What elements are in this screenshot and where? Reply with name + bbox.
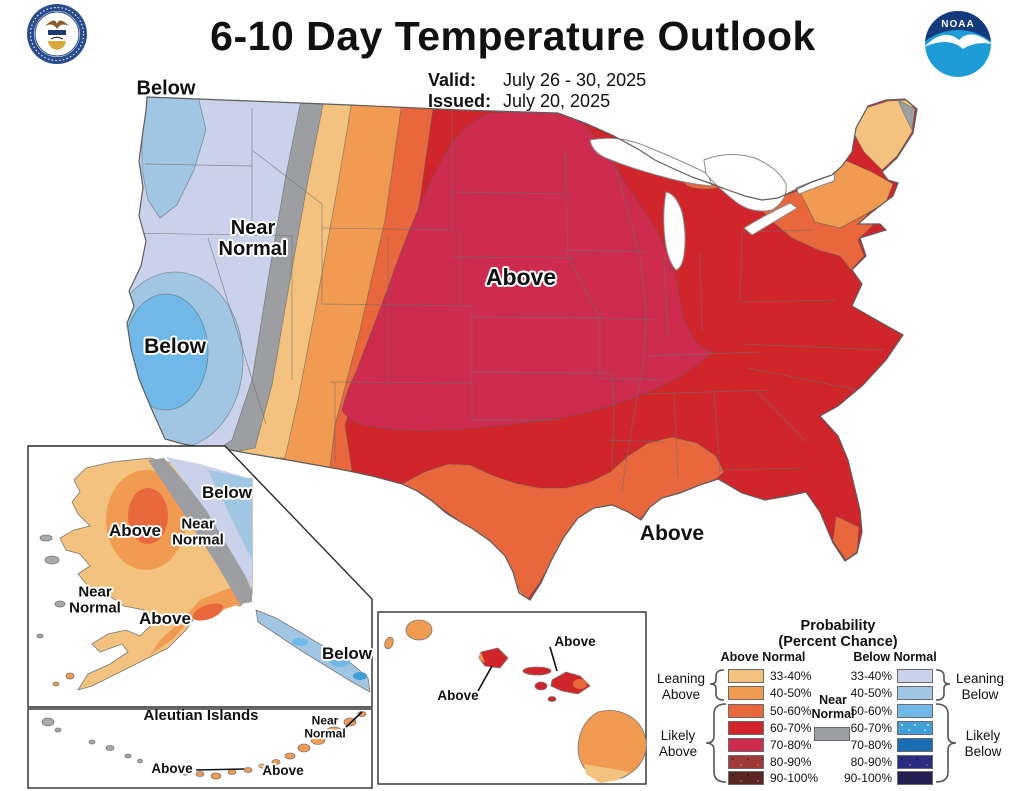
page-title: 6-10 Day Temperature Outlook bbox=[210, 13, 816, 59]
legend-row-label: 33-40% bbox=[850, 669, 892, 683]
aleutian-inset-title: Aleutian Islands bbox=[143, 707, 259, 725]
legend-leaning-above: Leaning Above bbox=[656, 671, 706, 702]
label-ak-sw-near-normal: Near Normal bbox=[69, 583, 121, 616]
leaning-below-brace bbox=[935, 669, 951, 701]
legend-row-label: 90-100% bbox=[843, 771, 892, 785]
legend-title-line2: (Percent Chance) bbox=[778, 634, 898, 650]
label-hawaii-above-top: Above bbox=[554, 633, 596, 649]
lake-huron bbox=[703, 154, 787, 212]
valid-label: Valid: bbox=[428, 70, 477, 90]
legend-row-label: 40-50% bbox=[850, 686, 892, 700]
valid-line: Valid: July 26 - 30, 2025 bbox=[428, 70, 646, 91]
legend-row-label: 80-90% bbox=[770, 755, 812, 769]
molokai bbox=[522, 666, 552, 676]
swatch-above-50-60 bbox=[728, 704, 764, 718]
swatch-above-80-90 bbox=[728, 755, 764, 769]
swatch-below-60-70 bbox=[897, 721, 933, 735]
lanai bbox=[534, 681, 548, 691]
department-of-commerce-seal bbox=[27, 4, 87, 64]
big-island bbox=[577, 710, 647, 781]
valid-value: July 26 - 30, 2025 bbox=[503, 70, 647, 90]
legend-likely-above: Likely Above bbox=[658, 728, 698, 759]
legend-likely-below: Likely Below bbox=[964, 728, 1002, 759]
label-ak-se-below: Below bbox=[321, 644, 373, 664]
kahoolawe bbox=[547, 696, 557, 702]
noaa-logo-text: NOAA bbox=[941, 19, 974, 30]
hawaii-map bbox=[384, 619, 647, 783]
aleutian-islands-map bbox=[41, 711, 367, 780]
issued-line: Issued: July 20, 2025 bbox=[428, 91, 610, 112]
noaa-logo: NOAA bbox=[925, 11, 991, 77]
swatch-above-33-40 bbox=[728, 669, 764, 683]
alaska-map bbox=[36, 457, 371, 693]
kauai bbox=[405, 619, 433, 641]
lake-erie bbox=[743, 202, 798, 236]
label-aleutian-above-right: Above bbox=[262, 762, 304, 778]
label-ak-ne-near-normal: Near Normal bbox=[172, 515, 224, 548]
swatch-below-90-100 bbox=[897, 771, 933, 785]
leaning-above-brace bbox=[709, 669, 725, 701]
swatch-below-80-90 bbox=[897, 755, 933, 769]
legend-leaning-below: Leaning Below bbox=[955, 671, 1005, 702]
legend-title-line1: Probability bbox=[800, 618, 876, 634]
swatch-near-normal bbox=[814, 727, 850, 741]
swatch-above-40-50 bbox=[728, 686, 764, 700]
swatch-above-60-70 bbox=[728, 721, 764, 735]
legend-row-label: 33-40% bbox=[770, 669, 812, 683]
legend-row-label: 70-80% bbox=[770, 738, 812, 752]
label-nw-below: Below bbox=[136, 77, 196, 100]
legend-braces bbox=[705, 669, 957, 783]
legend-row-label: 70-80% bbox=[850, 738, 892, 752]
legend-above-header: Above Normal bbox=[720, 650, 806, 664]
great-lakes bbox=[589, 137, 836, 271]
label-ak-ne-below: Below bbox=[201, 483, 253, 503]
swatch-above-70-80 bbox=[728, 738, 764, 752]
issued-label: Issued: bbox=[428, 91, 492, 111]
legend-row-label: 80-90% bbox=[850, 755, 892, 769]
swatch-below-40-50 bbox=[897, 686, 933, 700]
likely-below-brace bbox=[935, 703, 957, 783]
conus-outline bbox=[126, 96, 918, 601]
label-south-above: Above bbox=[639, 521, 705, 545]
oahu bbox=[478, 647, 509, 669]
label-ak-south-above: Above bbox=[139, 609, 191, 629]
lake-michigan bbox=[663, 191, 686, 271]
swatch-above-90-100 bbox=[728, 771, 764, 785]
legend-near-normal-label: Near Normal bbox=[811, 693, 855, 721]
legend-row-label: 60-70% bbox=[770, 721, 812, 735]
lake-superior bbox=[589, 137, 713, 187]
swatch-below-33-40 bbox=[897, 669, 933, 683]
legend-below-header: Below Normal bbox=[853, 650, 937, 664]
label-aleutian-above-left: Above bbox=[151, 760, 193, 776]
legend-row-label: 60-70% bbox=[850, 721, 892, 735]
swatch-below-70-80 bbox=[897, 738, 933, 752]
legend-row-label: 40-50% bbox=[770, 686, 812, 700]
label-aleutian-near-normal: Near Normal bbox=[304, 713, 346, 740]
label-ca-below: Below bbox=[144, 334, 206, 358]
legend-row-label: 50-60% bbox=[850, 704, 892, 718]
label-center-above: Above bbox=[485, 263, 557, 290]
label-hawaii-above-bottom: Above bbox=[437, 687, 479, 703]
issued-value: July 20, 2025 bbox=[503, 91, 611, 111]
alaska-panhandle bbox=[255, 609, 371, 693]
label-ak-west-above: Above bbox=[109, 521, 161, 541]
niihau bbox=[384, 636, 394, 650]
label-west-near-normal: Near Normal bbox=[218, 217, 288, 260]
likely-above-brace bbox=[705, 703, 727, 783]
state-borders bbox=[127, 108, 885, 493]
swatch-below-50-60 bbox=[897, 704, 933, 718]
legend-row-label: 90-100% bbox=[770, 771, 819, 785]
legend-row-label: 50-60% bbox=[770, 704, 812, 718]
